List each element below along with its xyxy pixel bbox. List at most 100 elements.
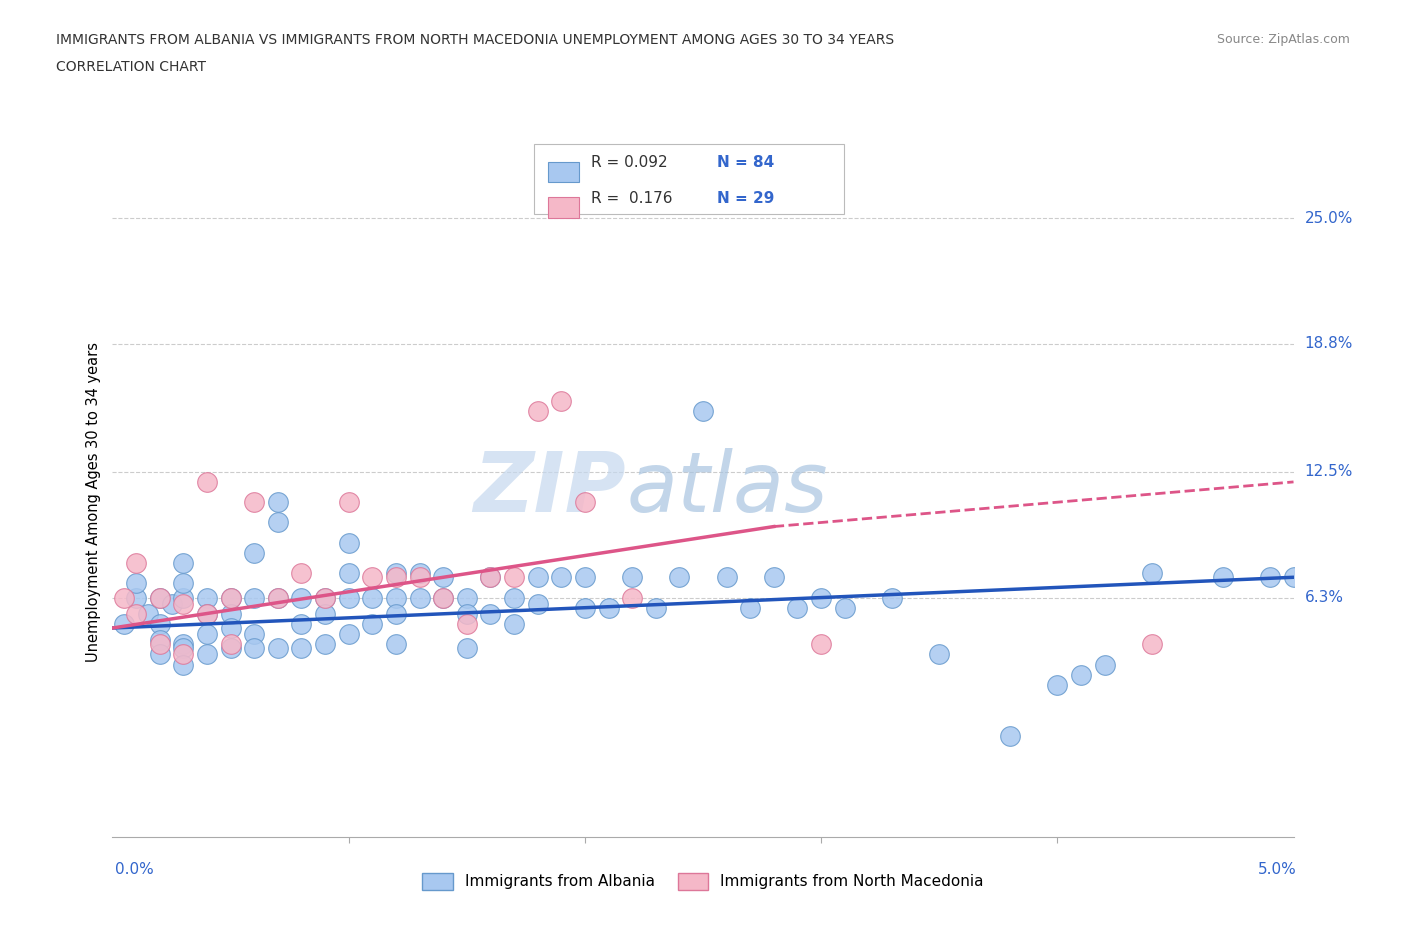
- Point: [432, 591, 454, 605]
- Point: [290, 565, 312, 580]
- Point: [550, 570, 572, 585]
- Point: [456, 617, 478, 631]
- Point: [503, 570, 526, 585]
- Point: [243, 495, 266, 510]
- Point: [408, 570, 430, 585]
- Point: [432, 591, 454, 605]
- Point: [1258, 570, 1281, 585]
- Point: [149, 617, 172, 631]
- Point: [810, 637, 832, 652]
- Y-axis label: Unemployment Among Ages 30 to 34 years: Unemployment Among Ages 30 to 34 years: [86, 342, 101, 662]
- Point: [668, 570, 690, 585]
- Point: [149, 632, 172, 647]
- Point: [172, 555, 194, 570]
- Point: [314, 591, 336, 605]
- Point: [1140, 637, 1163, 652]
- Point: [243, 627, 266, 642]
- Point: [644, 600, 666, 615]
- Point: [598, 600, 620, 615]
- Point: [290, 641, 312, 656]
- Point: [1070, 667, 1092, 682]
- Point: [456, 591, 478, 605]
- Point: [172, 647, 194, 662]
- Point: [314, 606, 336, 621]
- Point: [195, 606, 218, 621]
- Point: [149, 591, 172, 605]
- Point: [195, 647, 218, 662]
- Text: 12.5%: 12.5%: [1305, 464, 1353, 479]
- Point: [526, 404, 548, 418]
- Point: [385, 570, 408, 585]
- Point: [456, 606, 478, 621]
- Point: [160, 596, 183, 611]
- Point: [432, 570, 454, 585]
- Text: Source: ZipAtlas.com: Source: ZipAtlas.com: [1216, 33, 1350, 46]
- Point: [786, 600, 808, 615]
- Point: [337, 565, 360, 580]
- Legend: Immigrants from Albania, Immigrants from North Macedonia: Immigrants from Albania, Immigrants from…: [416, 867, 990, 897]
- Point: [267, 591, 290, 605]
- Point: [337, 627, 360, 642]
- Point: [337, 591, 360, 605]
- Point: [716, 570, 738, 585]
- Point: [243, 546, 266, 561]
- Point: [219, 591, 242, 605]
- Text: 25.0%: 25.0%: [1305, 210, 1353, 226]
- Text: N = 29: N = 29: [717, 191, 775, 206]
- Point: [479, 606, 502, 621]
- Point: [880, 591, 903, 605]
- Text: 0.0%: 0.0%: [115, 862, 155, 877]
- Point: [219, 606, 242, 621]
- Point: [1140, 565, 1163, 580]
- Point: [503, 617, 526, 631]
- Point: [149, 591, 172, 605]
- Point: [408, 591, 430, 605]
- Point: [740, 600, 762, 615]
- Point: [574, 600, 596, 615]
- Text: 5.0%: 5.0%: [1257, 862, 1296, 877]
- Point: [267, 495, 290, 510]
- Point: [149, 637, 172, 652]
- Point: [219, 591, 242, 605]
- Point: [810, 591, 832, 605]
- Point: [361, 570, 384, 585]
- Point: [172, 641, 194, 656]
- Text: R = 0.092: R = 0.092: [591, 155, 666, 170]
- Point: [385, 637, 408, 652]
- Point: [621, 591, 644, 605]
- Point: [526, 596, 548, 611]
- Point: [195, 606, 218, 621]
- Point: [361, 617, 384, 631]
- Point: [125, 555, 148, 570]
- Point: [267, 515, 290, 530]
- Point: [125, 591, 148, 605]
- Point: [172, 576, 194, 591]
- Point: [125, 576, 148, 591]
- Point: [385, 565, 408, 580]
- Point: [479, 570, 502, 585]
- Point: [574, 495, 596, 510]
- Point: [112, 617, 135, 631]
- Point: [172, 637, 194, 652]
- Point: [195, 591, 218, 605]
- Point: [243, 641, 266, 656]
- Point: [762, 570, 785, 585]
- Point: [385, 591, 408, 605]
- Text: CORRELATION CHART: CORRELATION CHART: [56, 60, 207, 74]
- Point: [503, 591, 526, 605]
- Point: [621, 570, 644, 585]
- Point: [172, 591, 194, 605]
- Point: [290, 591, 312, 605]
- Text: IMMIGRANTS FROM ALBANIA VS IMMIGRANTS FROM NORTH MACEDONIA UNEMPLOYMENT AMONG AG: IMMIGRANTS FROM ALBANIA VS IMMIGRANTS FR…: [56, 33, 894, 46]
- Point: [337, 536, 360, 551]
- Point: [408, 565, 430, 580]
- Text: 6.3%: 6.3%: [1305, 590, 1344, 605]
- Point: [550, 393, 572, 408]
- Point: [1212, 570, 1234, 585]
- Point: [1282, 570, 1305, 585]
- Text: R =  0.176: R = 0.176: [591, 191, 672, 206]
- Point: [267, 641, 290, 656]
- Point: [195, 627, 218, 642]
- Point: [1094, 658, 1116, 672]
- Point: [219, 620, 242, 635]
